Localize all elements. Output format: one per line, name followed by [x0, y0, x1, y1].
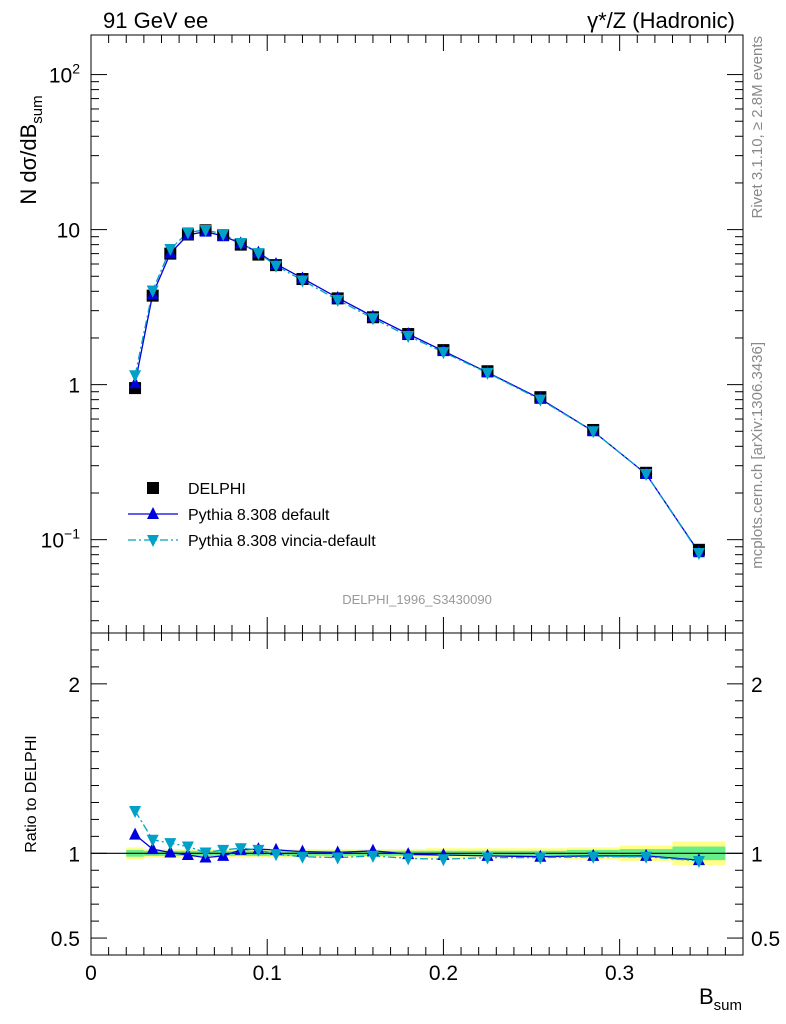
x-tick-label: 0.1: [253, 962, 282, 985]
legend-marker: [147, 507, 159, 519]
legend-label: Pythia 8.308 vincia-default: [188, 533, 376, 550]
data-point-vincia: [640, 469, 653, 482]
top-y-tick-label: 10−1: [41, 526, 81, 553]
x-tick-label: 0: [85, 962, 97, 985]
data-point-vincia: [437, 347, 450, 360]
ratio-point-vincia: [181, 841, 194, 854]
ratio-point-vincia: [164, 838, 177, 851]
legend: DELPHI Pythia 8.308 default Pythia 8.308 v…: [128, 481, 376, 550]
ratio-point-vincia: [481, 852, 494, 865]
main-panel: 10−1 1 10 102: [41, 34, 744, 634]
data-point-vincia: [217, 229, 230, 242]
ratio-point-vincia: [129, 805, 142, 818]
data-point-vincia: [146, 285, 159, 298]
ratio-point-vincia: [402, 853, 415, 866]
data-point-default: [129, 376, 142, 389]
data-point-vincia: [534, 394, 547, 407]
ratio-point-vincia: [692, 855, 705, 868]
ratio-panel-frame: [90, 632, 744, 956]
legend-label: Pythia 8.308 default: [188, 507, 330, 524]
x-tick-label: 0.3: [605, 962, 634, 985]
ratio-point-vincia: [146, 834, 159, 847]
ratio-y-tick-label-right: 2: [751, 674, 763, 697]
analysis-id: DELPHI_1996_S3430090: [342, 592, 492, 607]
ratio-y-tick-label-right: 0.5: [751, 928, 780, 951]
top-y-tick-label: 1: [68, 375, 80, 398]
data-point-vincia: [252, 248, 265, 261]
ratio-point-default: [181, 848, 194, 861]
ratio-point-vincia: [217, 844, 230, 857]
x-tick-label: 0.2: [429, 962, 458, 985]
ratio-y-tick-label-left: 1: [68, 843, 80, 866]
x-axis-label-sub: sum: [714, 997, 742, 1014]
header-right: γ*/Z (Hadronic): [587, 8, 735, 33]
data-point-vincia: [199, 224, 212, 237]
ratio-point-vincia: [640, 851, 653, 864]
top-y-label-sub: sum: [29, 95, 46, 123]
data-point-vincia: [164, 243, 177, 256]
x-axis-label: Bsum: [699, 984, 742, 1014]
data-point-vincia: [366, 313, 379, 326]
ratio-point-vincia: [199, 847, 212, 860]
data-point-vincia: [402, 330, 415, 343]
ratio-point-default: [129, 827, 142, 840]
ratio-point-vincia: [437, 854, 450, 867]
ratio-point-vincia: [270, 849, 283, 862]
ratio-point-vincia: [252, 844, 265, 857]
mcplots-label: mcplots.cern.ch [arXiv:1306.3436]: [749, 342, 766, 569]
ratio-point-vincia: [587, 851, 600, 864]
series-line-default: [134, 231, 700, 553]
ratio-y-tick-label-right: 1: [751, 843, 763, 866]
ratio-panel: 0.5 0.5 1 1 2 2 0 0.1 0.2 0.3: [51, 632, 780, 985]
ratio-y-label: Ratio to DELPHI: [23, 735, 40, 852]
series-line-vincia: [134, 229, 700, 554]
ratio-point-vincia: [331, 852, 344, 865]
ratio-y-tick-label-left: 0.5: [51, 928, 80, 951]
ratio-point-default: [164, 845, 177, 858]
data-point-vincia: [331, 294, 344, 307]
ratio-point-vincia: [296, 851, 309, 864]
data-point-vincia: [181, 227, 194, 240]
data-point-vincia: [296, 275, 309, 288]
ratio-point-default: [146, 842, 159, 855]
top-y-tick-label: 10: [57, 220, 80, 243]
data-point-vincia: [129, 370, 142, 383]
ratio-point-vincia: [234, 843, 247, 856]
ratio-point-vincia: [534, 852, 547, 865]
top-y-tick-label: 102: [49, 61, 80, 88]
legend-label: DELPHI: [188, 481, 246, 498]
data-point-vincia: [692, 548, 705, 561]
data-point-vincia: [481, 367, 494, 380]
data-point-vincia: [234, 237, 247, 250]
rivet-label: Rivet 3.1.10, ≥ 2.8M events: [749, 36, 766, 219]
header-left: 91 GeV ee: [103, 8, 208, 33]
x-axis-label-main: B: [699, 984, 714, 1009]
ratio-point-vincia: [366, 850, 379, 863]
legend-marker: [147, 535, 159, 547]
top-y-label-main: N dσ/dB: [16, 124, 41, 205]
ratio-y-tick-label-left: 2: [68, 674, 80, 697]
data-point-vincia: [587, 426, 600, 439]
legend-marker: [147, 482, 159, 494]
data-point-vincia: [270, 260, 283, 273]
top-y-label: N dσ/dBsum: [16, 95, 46, 204]
